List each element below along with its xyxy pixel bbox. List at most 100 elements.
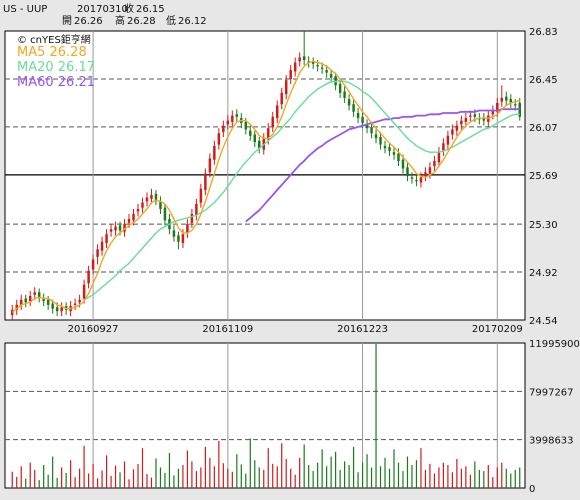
candle-body xyxy=(514,104,517,106)
candle-body xyxy=(159,201,162,209)
volume-bar xyxy=(397,462,400,488)
candle-body xyxy=(55,307,59,312)
volume-bar xyxy=(519,467,521,488)
candle xyxy=(136,203,140,217)
low-value: 26.12 xyxy=(178,16,207,27)
candle xyxy=(433,155,436,172)
candle xyxy=(96,244,99,265)
volume-bar xyxy=(276,466,278,488)
candle-body xyxy=(320,67,324,69)
candle xyxy=(258,137,261,154)
candle xyxy=(419,172,423,188)
candle xyxy=(33,287,36,300)
candle-body xyxy=(509,99,513,103)
volume-bar xyxy=(25,478,27,488)
volume-bar xyxy=(236,454,238,488)
high-value: 26.28 xyxy=(127,16,156,27)
volume-bar xyxy=(74,477,76,488)
candle xyxy=(105,229,108,249)
volume-bar xyxy=(375,344,377,488)
candle xyxy=(311,57,315,69)
candle-body xyxy=(451,129,454,135)
ma5-line xyxy=(11,60,520,313)
volume-bar xyxy=(429,463,431,488)
volume-bar xyxy=(388,468,391,488)
candle-body xyxy=(195,203,198,216)
volume-bar xyxy=(204,446,206,488)
volume-bar xyxy=(11,471,13,488)
volume-bar xyxy=(209,457,211,488)
candle-body xyxy=(482,118,486,121)
candle-body xyxy=(231,115,234,122)
candle-body xyxy=(410,177,414,179)
volume-bar xyxy=(326,466,328,488)
candle-body xyxy=(455,125,459,131)
candle-body xyxy=(96,249,99,257)
volume-bar xyxy=(424,469,427,488)
volume-bar xyxy=(20,466,22,488)
volume-bar xyxy=(487,465,489,488)
volume-bar xyxy=(339,469,341,488)
candle-body xyxy=(42,298,45,302)
volume-tick-label: 0 xyxy=(529,484,535,495)
candle-body xyxy=(204,173,207,191)
candle-body xyxy=(424,172,427,177)
candle xyxy=(177,231,180,250)
candle-body xyxy=(496,102,499,112)
candle xyxy=(352,99,355,117)
volume-bar xyxy=(510,473,512,488)
volume-bar xyxy=(299,457,301,488)
candle xyxy=(383,140,387,154)
volume-bar xyxy=(433,473,436,488)
candle-body xyxy=(374,134,378,139)
candle xyxy=(186,219,189,238)
candle-body xyxy=(132,213,135,221)
candle xyxy=(410,172,414,184)
candle xyxy=(163,203,167,226)
symbol-label: US - UUP xyxy=(3,4,47,15)
volume-bar xyxy=(182,465,184,488)
candle-body xyxy=(343,91,346,98)
candle-body xyxy=(127,219,131,223)
candle-body xyxy=(123,224,126,232)
date-tick-label: 20170209 xyxy=(472,324,523,335)
volume-bar xyxy=(492,477,494,488)
candle xyxy=(24,294,27,308)
candle xyxy=(379,131,382,150)
volume-bar xyxy=(352,446,355,488)
volume-bar xyxy=(195,471,197,488)
candle-body xyxy=(284,80,288,95)
candle xyxy=(195,198,198,221)
price-tick-label: 26.45 xyxy=(529,75,558,86)
candle xyxy=(338,78,342,98)
candle xyxy=(28,290,32,307)
candle-body xyxy=(433,160,436,167)
volume-bar xyxy=(483,471,485,488)
candle-body xyxy=(253,134,257,143)
candle-body xyxy=(177,235,180,242)
volume-bar xyxy=(52,456,54,488)
candle-body xyxy=(37,292,41,298)
candle xyxy=(455,120,459,136)
volume-bar xyxy=(47,474,49,488)
volume-bar xyxy=(128,479,130,488)
candle xyxy=(42,293,45,307)
candle xyxy=(374,129,378,144)
volume-bar xyxy=(267,448,269,488)
volume-bar xyxy=(191,461,193,488)
volume-bar xyxy=(281,443,283,488)
candle xyxy=(482,113,486,126)
candle-body xyxy=(361,116,364,124)
candle-body xyxy=(442,143,445,151)
candle-body xyxy=(280,92,283,105)
volume-bar xyxy=(379,466,382,488)
open-caption: 開 xyxy=(62,15,72,27)
candle xyxy=(446,130,450,150)
candle-body xyxy=(491,110,495,115)
candle xyxy=(275,100,279,124)
candle-body xyxy=(347,99,351,106)
candle-body xyxy=(60,307,63,312)
candle xyxy=(365,119,369,134)
volume-bar xyxy=(496,467,498,488)
candle xyxy=(347,94,351,111)
